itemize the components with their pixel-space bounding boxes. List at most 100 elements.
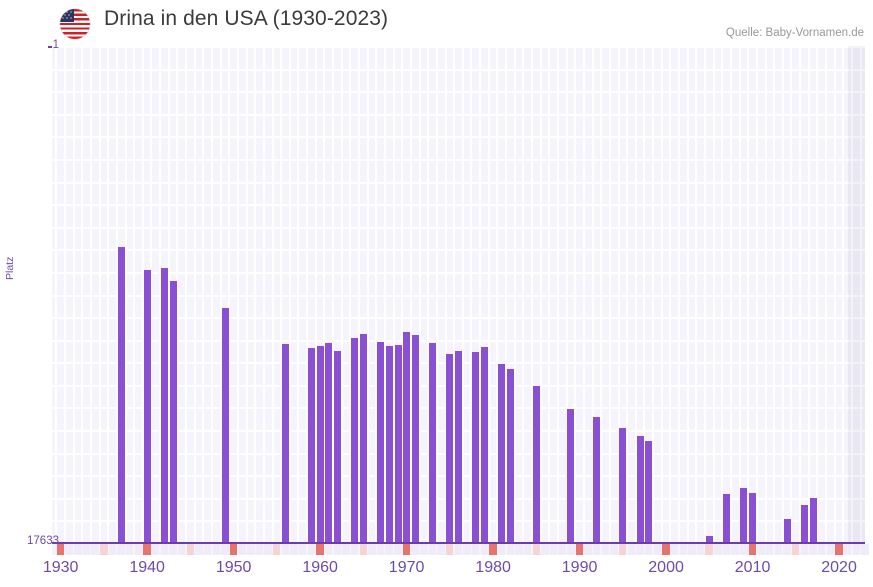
gridline-vertical (712, 46, 715, 543)
gridline-vertical (747, 46, 750, 543)
gridline-vertical (565, 46, 568, 543)
gridline-horizontal (52, 46, 865, 48)
bar-1985[interactable] (532, 385, 540, 543)
gridline-vertical (522, 46, 525, 543)
gridline-vertical (790, 46, 793, 543)
gridline-vertical (738, 46, 741, 543)
axis-strip-cell (307, 544, 316, 555)
axis-strip-cell (108, 544, 117, 555)
bar-1967[interactable] (377, 342, 385, 543)
bar-1962[interactable] (333, 350, 341, 543)
bar-1975[interactable] (446, 353, 454, 543)
gridline-vertical (245, 46, 248, 543)
gridline-vertical (133, 46, 136, 543)
axis-strip-cell (74, 544, 82, 555)
x-tick-1990: 1990 (561, 559, 598, 576)
gridline-vertical (288, 46, 291, 543)
bar-2005[interactable] (705, 536, 713, 543)
bar-1969[interactable] (394, 345, 402, 543)
page-title: Drina in den USA (1930-2023) (104, 7, 389, 30)
chart-header: Drina in den USA (1930-2023) Quelle: Bab… (0, 0, 873, 46)
x-tick-2000: 2000 (648, 559, 684, 576)
gridline-vertical (375, 46, 378, 543)
bar-1981[interactable] (498, 364, 506, 543)
axis-strip-cell (791, 544, 800, 555)
gridline-vertical (444, 46, 447, 543)
bar-1943[interactable] (169, 281, 177, 543)
axis-strip-cell (56, 544, 65, 555)
axis-strip-cell (281, 544, 290, 555)
gridline-horizontal (52, 204, 865, 206)
axis-strip-cell (809, 544, 817, 555)
bar-1995[interactable] (619, 428, 627, 543)
bar-2009[interactable] (740, 487, 748, 543)
axis-strip-cell (255, 544, 264, 555)
bar-1964[interactable] (351, 338, 359, 543)
bar-1959[interactable] (308, 347, 315, 543)
bar-1998[interactable] (645, 441, 653, 543)
axis-strip-cell (333, 544, 342, 555)
bar-2010[interactable] (749, 492, 757, 543)
y-axis-title: Platz (4, 256, 16, 280)
gridline-vertical (626, 46, 629, 543)
gridline-vertical (358, 46, 361, 543)
bar-2007[interactable] (723, 494, 731, 543)
bar-2014[interactable] (783, 519, 791, 543)
axis-strip-cell (774, 544, 783, 555)
bar-1992[interactable] (593, 416, 601, 543)
axis-strip-cell (835, 544, 843, 555)
bar-1970[interactable] (403, 332, 411, 543)
bar-1989[interactable] (567, 408, 575, 543)
axis-strip-cell (212, 544, 220, 555)
axis-strip-cell (471, 544, 480, 555)
gridline-vertical (141, 46, 144, 543)
axis-strip-cell (861, 544, 869, 555)
axis-strip-cell (134, 544, 143, 555)
gridline-vertical (167, 46, 170, 543)
gridline-horizontal (52, 227, 865, 229)
axis-strip-cell (385, 544, 393, 555)
x-tick-2010: 2010 (734, 559, 771, 576)
y-axis-label-top: 1 (52, 39, 59, 51)
y-axis-label-bottom: 17633 (27, 535, 59, 547)
gridline-horizontal (52, 136, 865, 138)
bar-1976[interactable] (455, 350, 462, 543)
bar-1942[interactable] (160, 267, 168, 543)
gridline-vertical (392, 46, 395, 543)
bar-1956[interactable] (282, 344, 289, 543)
gridline-vertical (825, 46, 828, 543)
us-flag-icon (60, 9, 90, 39)
gridline-vertical (539, 46, 542, 543)
gridline-vertical (799, 46, 802, 543)
gridline-horizontal (52, 295, 865, 297)
axis-strip-cell (688, 544, 696, 555)
axis-strip-cell (480, 544, 489, 555)
bar-1937[interactable] (117, 246, 125, 543)
bar-1965[interactable] (359, 334, 367, 543)
bar-1997[interactable] (636, 436, 644, 543)
bar-1978[interactable] (472, 351, 480, 543)
gridline-vertical (729, 46, 732, 543)
axis-strip-cell (126, 544, 134, 555)
y-axis-top-tick (48, 46, 52, 48)
bar-1961[interactable] (325, 343, 333, 543)
gridline-vertical (505, 46, 508, 543)
axis-strip-cell (558, 544, 566, 555)
gridline-vertical (193, 46, 196, 543)
bar-2016[interactable] (801, 505, 808, 543)
axis-strip-cell (195, 544, 203, 555)
bar-2017[interactable] (809, 497, 817, 543)
axis-strip-cell (515, 544, 523, 555)
axis-strip-cell (238, 544, 246, 555)
bar-1979[interactable] (480, 347, 488, 543)
bar-1973[interactable] (429, 343, 437, 543)
bar-1982[interactable] (506, 368, 514, 543)
x-tick-1930: 1930 (42, 559, 79, 576)
gridline-vertical (409, 46, 412, 543)
bar-1940[interactable] (143, 269, 151, 543)
gridline-vertical (453, 46, 456, 543)
bar-1949[interactable] (221, 307, 229, 543)
bar-1968[interactable] (385, 346, 393, 543)
bar-1960[interactable] (316, 346, 324, 543)
bar-1971[interactable] (411, 334, 419, 543)
